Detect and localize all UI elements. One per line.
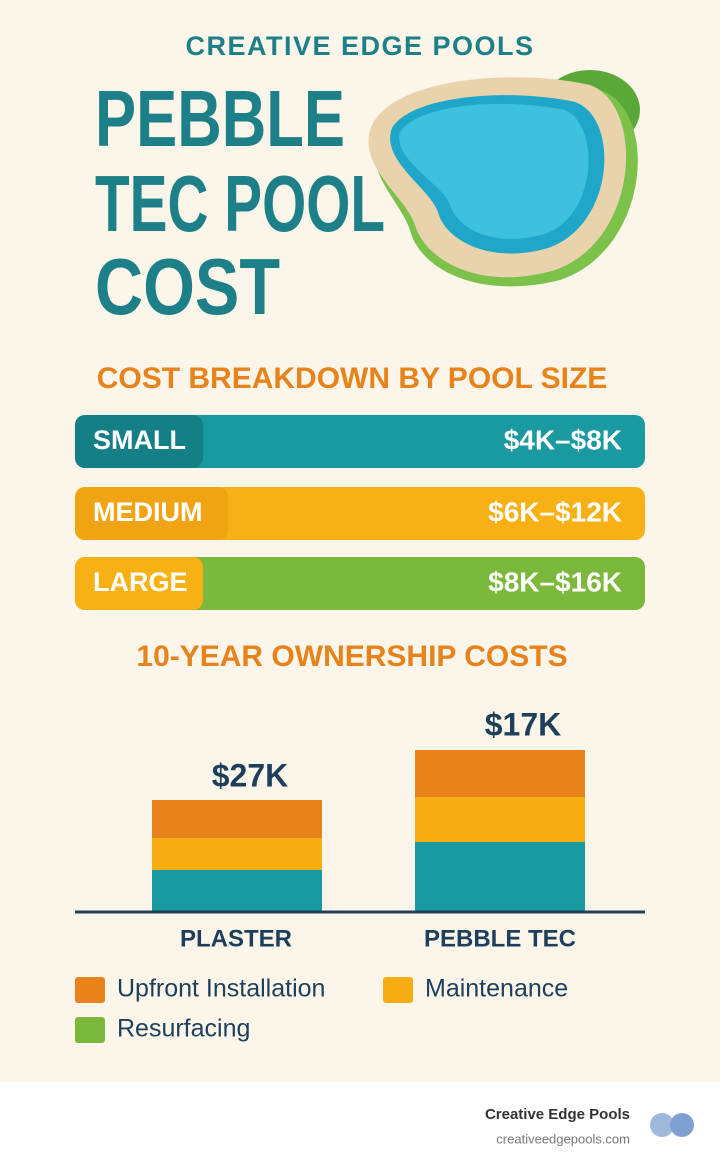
size-label: SMALL bbox=[93, 425, 186, 455]
legend-swatch bbox=[75, 977, 105, 1003]
size-label: MEDIUM bbox=[93, 497, 203, 527]
bar-total: $17K bbox=[485, 706, 562, 742]
bar-total: $27K bbox=[212, 757, 289, 793]
size-range: $4K–$8K bbox=[504, 424, 622, 455]
size-label: LARGE bbox=[93, 567, 188, 597]
legend-label: Upfront Installation bbox=[117, 975, 325, 1003]
bar-label: PEBBLE TEC bbox=[424, 925, 576, 952]
segment-upfront bbox=[152, 800, 322, 838]
title-line: PEBBLE bbox=[95, 74, 345, 163]
legend-label: Maintenance bbox=[425, 975, 568, 1003]
footer-logo bbox=[650, 1113, 694, 1137]
segment-upfront bbox=[415, 750, 585, 797]
bar-label: PLASTER bbox=[180, 925, 292, 952]
segment-resurfacing bbox=[415, 842, 585, 912]
pool-illustration bbox=[368, 70, 640, 287]
title-line: COST bbox=[95, 242, 280, 331]
size-range: $8K–$16K bbox=[488, 566, 622, 597]
section-title: COST BREAKDOWN BY POOL SIZE bbox=[97, 362, 608, 395]
legend-label: Resurfacing bbox=[117, 1015, 250, 1043]
footer-url: creativeedgepools.com bbox=[496, 1131, 630, 1146]
segment-maintenance bbox=[152, 838, 322, 870]
brand: CREATIVE EDGE POOLS bbox=[185, 31, 534, 61]
size-range: $6K–$12K bbox=[488, 496, 622, 527]
legend-swatch bbox=[75, 1017, 105, 1043]
segment-maintenance bbox=[415, 797, 585, 842]
footer-name: Creative Edge Pools bbox=[485, 1106, 630, 1123]
ownership-bars bbox=[75, 750, 645, 914]
size-label-bg bbox=[75, 487, 228, 540]
size-label-bg bbox=[75, 557, 203, 610]
size-row bbox=[75, 557, 645, 610]
section-title: 10-YEAR OWNERSHIP COSTS bbox=[136, 640, 567, 673]
segment-resurfacing bbox=[152, 870, 322, 912]
size-label-bg bbox=[75, 415, 203, 468]
legend-swatch bbox=[383, 977, 413, 1003]
size-row bbox=[75, 415, 645, 468]
title-line: TEC POOL bbox=[95, 159, 385, 248]
footer-background bbox=[0, 1082, 720, 1171]
